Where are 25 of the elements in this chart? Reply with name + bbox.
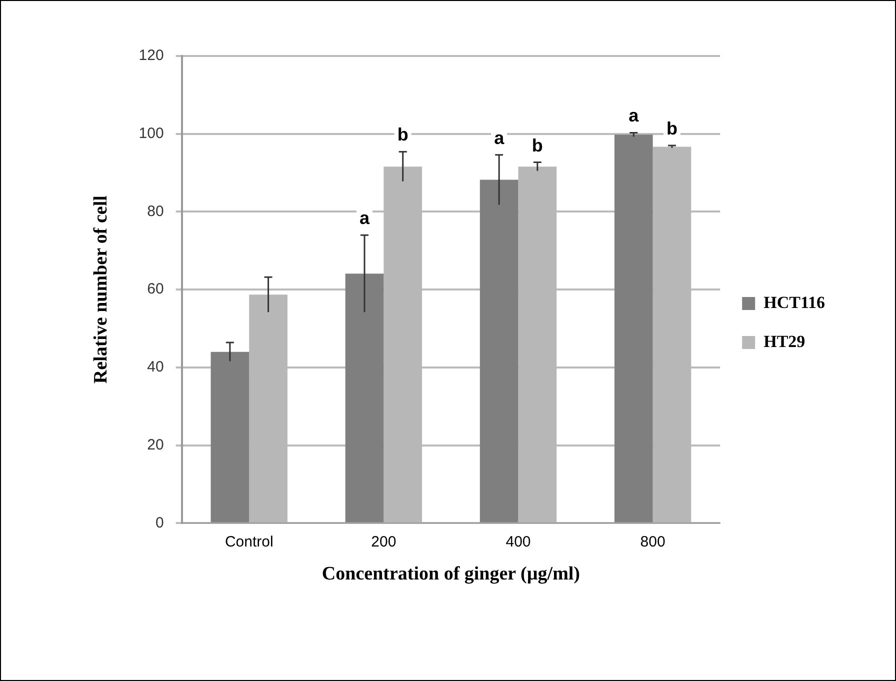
bar (345, 274, 384, 522)
y-tick-label: 0 (155, 514, 164, 532)
y-tick-label: 40 (147, 358, 164, 376)
x-tick-label: 200 (371, 533, 396, 550)
bar (210, 352, 250, 522)
annotation: a (628, 106, 640, 126)
bar (480, 180, 518, 522)
bar (614, 134, 653, 522)
annotation: b (666, 118, 678, 139)
x-tick-label: 800 (640, 533, 666, 550)
annotation: b (397, 124, 408, 145)
y-tick-label: 100 (138, 125, 164, 142)
y-tick-label: 80 (147, 202, 164, 220)
y-tick-label: 120 (138, 47, 164, 64)
x-tick-label: Control (224, 533, 274, 550)
y-tick-label: 60 (147, 280, 164, 298)
annotation: b (532, 135, 543, 156)
annotation: a (494, 128, 506, 148)
annotation: a (359, 208, 370, 228)
x-axis-title: Concentration of ginger (µg/ml) (322, 564, 580, 585)
y-tick-label: 20 (147, 436, 164, 454)
legend-label: HCT116 (764, 292, 826, 312)
legend-label: HT29 (764, 332, 806, 351)
x-tick-label: 400 (506, 533, 531, 550)
y-axis-title: Relative number of cell (90, 196, 112, 384)
